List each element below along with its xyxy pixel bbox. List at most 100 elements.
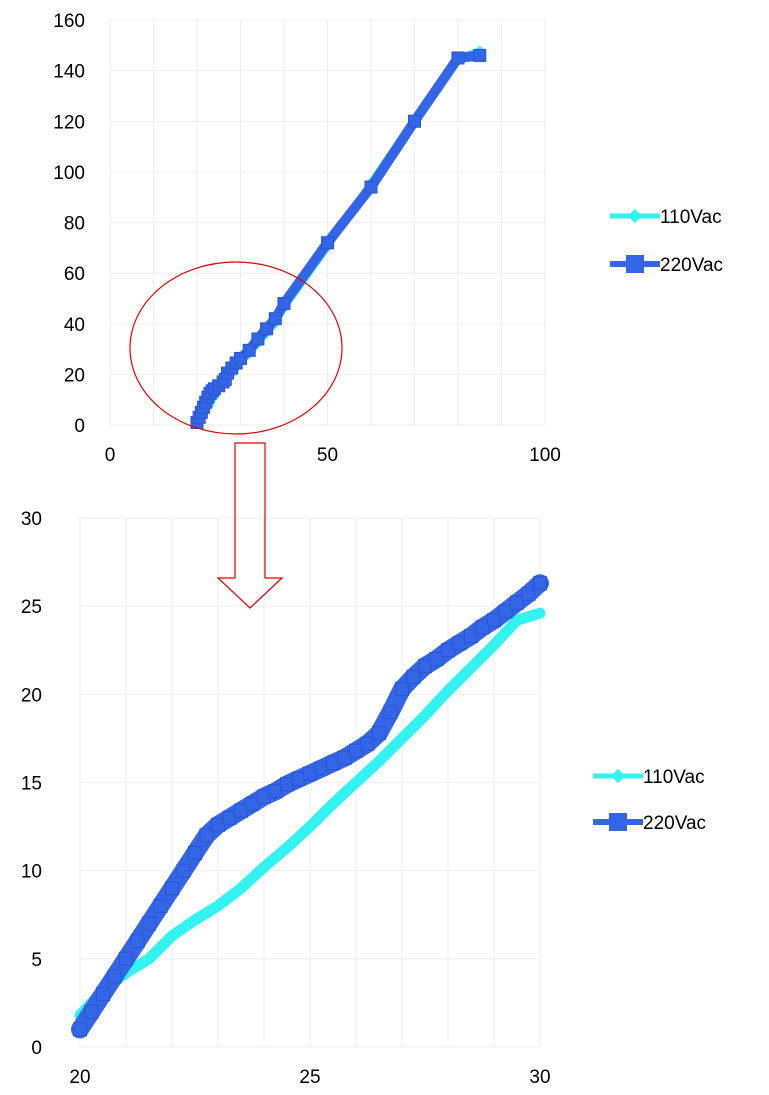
y-tick-label: 60 (64, 264, 85, 285)
y-tick-label: 0 (74, 416, 85, 437)
data-point-diamond (189, 914, 201, 926)
data-point-square (73, 1022, 87, 1037)
legend-marker-square (609, 813, 627, 831)
x-tick-label: 0 (105, 445, 116, 466)
y-tick-label: 15 (21, 774, 42, 795)
grid (109, 19, 546, 426)
data-point-diamond (488, 639, 500, 651)
data-point-square (211, 817, 225, 832)
data-point-square (96, 987, 110, 1002)
legend-label: 110Vac (643, 767, 705, 788)
series-220Vac (71, 574, 549, 1039)
data-point-square (372, 726, 386, 741)
legend-entry: 220Vac (593, 813, 706, 834)
data-point-square (84, 1004, 99, 1019)
data-point-diamond (327, 798, 339, 810)
x-tick-label: 30 (529, 1067, 550, 1088)
full-range-chart: 0 20 40 60 80 100 120 140 160 0 50 100 110Vac 220Vac (53, 11, 723, 466)
data-point-diamond (304, 821, 316, 833)
legend: 110Vac 220Vac (593, 767, 706, 834)
y-tick-label: 40 (64, 315, 85, 336)
data-point-square (487, 613, 501, 628)
data-point-square (349, 743, 363, 758)
x-tick-label: 100 (529, 445, 561, 466)
data-point-square (498, 604, 513, 619)
data-point-square (360, 736, 375, 751)
data-point-square (464, 629, 478, 644)
y-tick-label: 25 (21, 597, 42, 618)
y-tick-label: 30 (21, 509, 42, 530)
data-point-square (395, 682, 409, 697)
y-tick-label: 80 (64, 214, 85, 235)
data-point-square (251, 332, 265, 346)
data-point-diamond (166, 930, 178, 942)
data-point-square (176, 863, 191, 878)
data-point-diamond (212, 900, 224, 912)
data-point-square (142, 916, 156, 931)
data-point-square (188, 846, 202, 861)
data-point-square (199, 828, 214, 843)
y-tick-label: 160 (53, 11, 85, 32)
data-point-square (452, 636, 467, 651)
data-point-diamond (511, 614, 523, 626)
legend-label: 110Vac (660, 207, 722, 228)
data-point-square (222, 810, 237, 825)
data-point-square (533, 576, 547, 591)
legend-label: 220Vac (660, 255, 723, 276)
data-point-square (260, 322, 274, 336)
y-tick-label: 100 (53, 163, 85, 184)
legend-entry: 220Vac (610, 255, 723, 276)
data-point-square (510, 595, 524, 610)
data-point-diamond (281, 842, 293, 854)
data-point-square (242, 343, 256, 357)
data-point-square (441, 643, 455, 658)
data-point-square (418, 659, 432, 674)
series-110Vac (74, 607, 546, 1021)
data-point-diamond (442, 685, 454, 697)
data-point-square (268, 312, 282, 326)
zoom-arrow (216, 442, 284, 609)
y-tick-label: 5 (31, 950, 42, 971)
data-point-diamond (143, 953, 155, 965)
y-tick-label: 120 (53, 112, 85, 133)
data-point-square (153, 898, 168, 913)
data-point-square (245, 796, 260, 811)
data-point-square (429, 652, 444, 667)
x-tick-label: 25 (299, 1067, 320, 1088)
data-point-square (337, 750, 352, 765)
data-point-diamond (465, 662, 477, 674)
data-point-square (119, 951, 133, 966)
data-point-square (521, 586, 536, 601)
legend-entry: 110Vac (610, 207, 722, 228)
legend-marker-diamond (628, 209, 642, 223)
data-point-diamond (534, 607, 546, 619)
data-point-square (268, 784, 283, 799)
data-point-square (473, 48, 487, 62)
data-point-square (383, 704, 398, 719)
data-point-square (321, 236, 334, 250)
legend-label: 220Vac (643, 813, 706, 834)
series-220Vac (190, 48, 487, 429)
data-point-diamond (396, 732, 408, 744)
legend-entry: 110Vac (593, 767, 705, 788)
data-point-square (234, 803, 248, 818)
data-point-diamond (258, 861, 270, 873)
data-point-diamond (373, 755, 385, 767)
data-point-square (277, 297, 291, 310)
data-point-square (475, 620, 490, 635)
data-point-diamond (235, 882, 247, 894)
data-point-square (107, 969, 122, 984)
legend-marker-square (626, 255, 644, 273)
legend-marker-diamond (611, 769, 625, 783)
y-tick-label: 20 (21, 685, 42, 706)
zoom-region-circle (129, 261, 343, 435)
y-tick-label: 10 (21, 862, 42, 883)
legend: 110Vac 220Vac (610, 207, 723, 276)
x-tick-label: 50 (317, 445, 338, 466)
data-point-square (364, 180, 378, 194)
x-tick-label: 20 (69, 1067, 90, 1088)
y-tick-label: 0 (31, 1038, 42, 1059)
y-tick-label: 140 (53, 62, 85, 83)
zoomed-range-chart: 0 5 10 15 20 25 30 20 25 30 110Vac 220Vac (21, 509, 706, 1088)
data-point-diamond (350, 777, 362, 788)
